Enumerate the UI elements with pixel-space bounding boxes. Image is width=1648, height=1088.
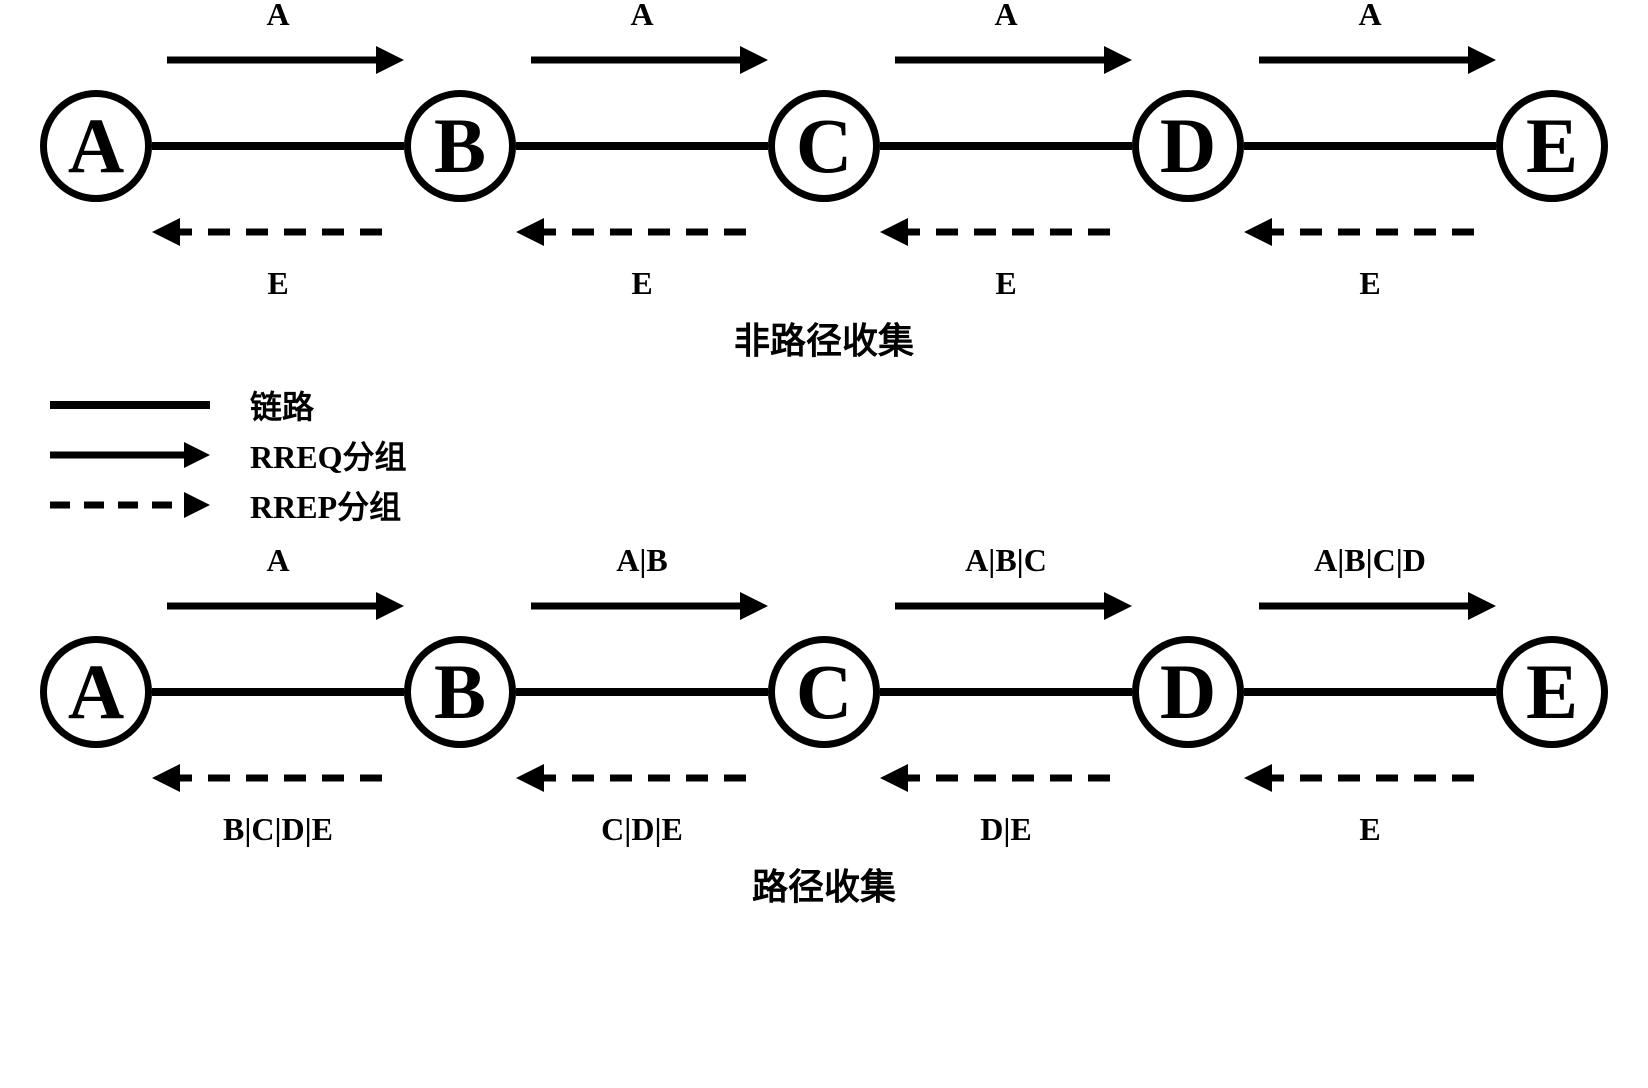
diagram-path-collection: A A|B A|B|C A|B|C|D A B C D E — [30, 576, 1618, 910]
rrep-arrow: E — [152, 202, 404, 262]
arrow-label: E — [880, 265, 1132, 302]
arrow-label: D|E — [880, 811, 1132, 848]
solid-arrow-icon — [50, 452, 188, 459]
rreq-arrow: A — [152, 576, 404, 636]
legend-item-link: 链路 — [50, 384, 1618, 426]
rreq-arrow: A — [1244, 30, 1496, 90]
link-edge — [880, 142, 1132, 150]
rrep-arrow-row: E E E E — [30, 202, 1618, 262]
rrep-arrow: E — [880, 202, 1132, 262]
arrow-label: E — [1244, 265, 1496, 302]
arrow-label: E — [516, 265, 768, 302]
dashed-arrow-icon — [50, 502, 188, 509]
link-edge — [152, 688, 404, 696]
link-edge — [1244, 688, 1496, 696]
node-a: A — [40, 636, 152, 748]
rrep-arrow: E — [516, 202, 768, 262]
node-b: B — [404, 636, 516, 748]
arrow-label: A|B|C|D — [1244, 542, 1496, 579]
rreq-arrow: A|B|C|D — [1244, 576, 1496, 636]
rreq-arrow: A|B — [516, 576, 768, 636]
legend-label: RREP分组 — [250, 482, 401, 528]
arrow-label: E — [1244, 811, 1496, 848]
rreq-arrow-row: A A A A — [30, 30, 1618, 90]
node-chain: A B C D E — [30, 636, 1618, 748]
node-c: C — [768, 636, 880, 748]
arrow-label: A — [1244, 0, 1496, 33]
legend-item-rrep: RREP分组 — [50, 484, 1618, 526]
node-chain: A B C D E — [30, 90, 1618, 202]
rrep-arrow: B|C|D|E — [152, 748, 404, 808]
arrow-label: A|B — [516, 542, 768, 579]
arrow-label: A — [152, 0, 404, 33]
legend: 链路 RREQ分组 RREP分组 — [50, 384, 1618, 526]
node-e: E — [1496, 90, 1608, 202]
legend-label: RREQ分组 — [250, 432, 406, 478]
rreq-arrow: A — [516, 30, 768, 90]
arrow-label: A — [516, 0, 768, 33]
rreq-arrow: A — [880, 30, 1132, 90]
link-edge — [880, 688, 1132, 696]
diagram2-caption: 路径收集 — [30, 858, 1618, 910]
arrow-label: B|C|D|E — [152, 811, 404, 848]
arrow-label: C|D|E — [516, 811, 768, 848]
arrow-label: A — [880, 0, 1132, 33]
diagram1-caption: 非路径收集 — [30, 312, 1618, 364]
legend-item-rreq: RREQ分组 — [50, 434, 1618, 476]
link-edge — [516, 688, 768, 696]
legend-label: 链路 — [250, 382, 314, 428]
arrow-label: E — [152, 265, 404, 302]
node-b: B — [404, 90, 516, 202]
rrep-arrow: E — [1244, 202, 1496, 262]
diagram-non-path-collection: A A A A A B C D E — [30, 30, 1618, 364]
rrep-arrow: D|E — [880, 748, 1132, 808]
rreq-arrow-row: A A|B A|B|C A|B|C|D — [30, 576, 1618, 636]
node-d: D — [1132, 636, 1244, 748]
link-edge — [516, 142, 768, 150]
rrep-arrow: C|D|E — [516, 748, 768, 808]
rreq-arrow: A|B|C — [880, 576, 1132, 636]
node-c: C — [768, 90, 880, 202]
node-d: D — [1132, 90, 1244, 202]
link-edge — [1244, 142, 1496, 150]
link-edge — [152, 142, 404, 150]
rrep-arrow: E — [1244, 748, 1496, 808]
arrow-label: A — [152, 542, 404, 579]
arrow-label: A|B|C — [880, 542, 1132, 579]
node-a: A — [40, 90, 152, 202]
solid-line-icon — [50, 401, 210, 409]
node-e: E — [1496, 636, 1608, 748]
rreq-arrow: A — [152, 30, 404, 90]
rrep-arrow-row: B|C|D|E C|D|E D|E E — [30, 748, 1618, 808]
